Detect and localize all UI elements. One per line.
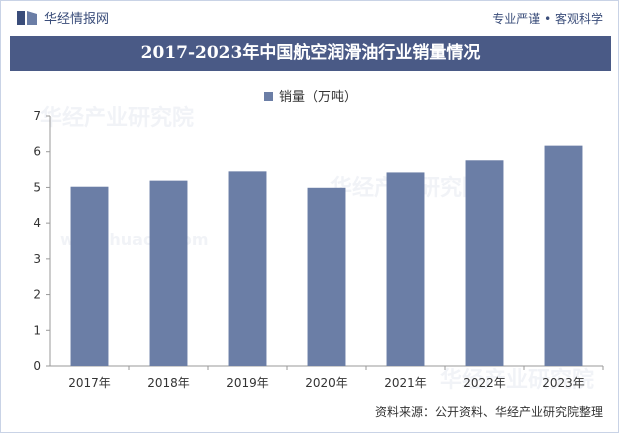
bar-2023年	[544, 145, 583, 366]
legend-label: 销量（万吨）	[278, 90, 357, 105]
source-note: 资料来源：公开资料、华经产业研究院整理	[374, 405, 603, 419]
brand-logo-icon	[17, 10, 37, 25]
bar-2022年	[465, 160, 504, 366]
x-tick-label: 2017年	[68, 376, 111, 390]
y-tick-label: 4	[33, 216, 41, 230]
brand-name: 华经情报网	[44, 12, 110, 27]
x-tick-label: 2018年	[147, 376, 190, 390]
chart-title: 2017-2023年中国航空润滑油行业销量情况	[10, 36, 611, 71]
tagline: 专业严谨 • 客观科学	[492, 12, 603, 26]
bar-2021年	[386, 172, 425, 366]
y-tick-label: 6	[33, 145, 41, 159]
legend-swatch	[263, 92, 273, 101]
y-tick-label: 2	[33, 288, 41, 302]
y-tick-label: 5	[33, 180, 41, 194]
x-tick-label: 2023年	[542, 376, 585, 390]
bar-2017年	[70, 186, 109, 366]
brand: 华经情报网	[16, 8, 109, 27]
bar-2020年	[307, 187, 346, 366]
y-tick-label: 0	[33, 359, 41, 373]
x-tick-label: 2019年	[226, 376, 269, 390]
y-tick-label: 1	[33, 323, 41, 337]
x-tick-label: 2022年	[463, 376, 506, 390]
top-bar: 华经情报网 专业严谨 • 客观科学	[0, 0, 621, 34]
bar-2019年	[228, 171, 267, 366]
x-tick-label: 2021年	[384, 376, 427, 390]
x-tick-label: 2020年	[305, 376, 348, 390]
bar-2018年	[149, 180, 188, 366]
y-tick-label: 3	[33, 252, 41, 266]
y-tick-label: 7	[33, 109, 41, 123]
legend: 销量（万吨）	[0, 86, 621, 105]
